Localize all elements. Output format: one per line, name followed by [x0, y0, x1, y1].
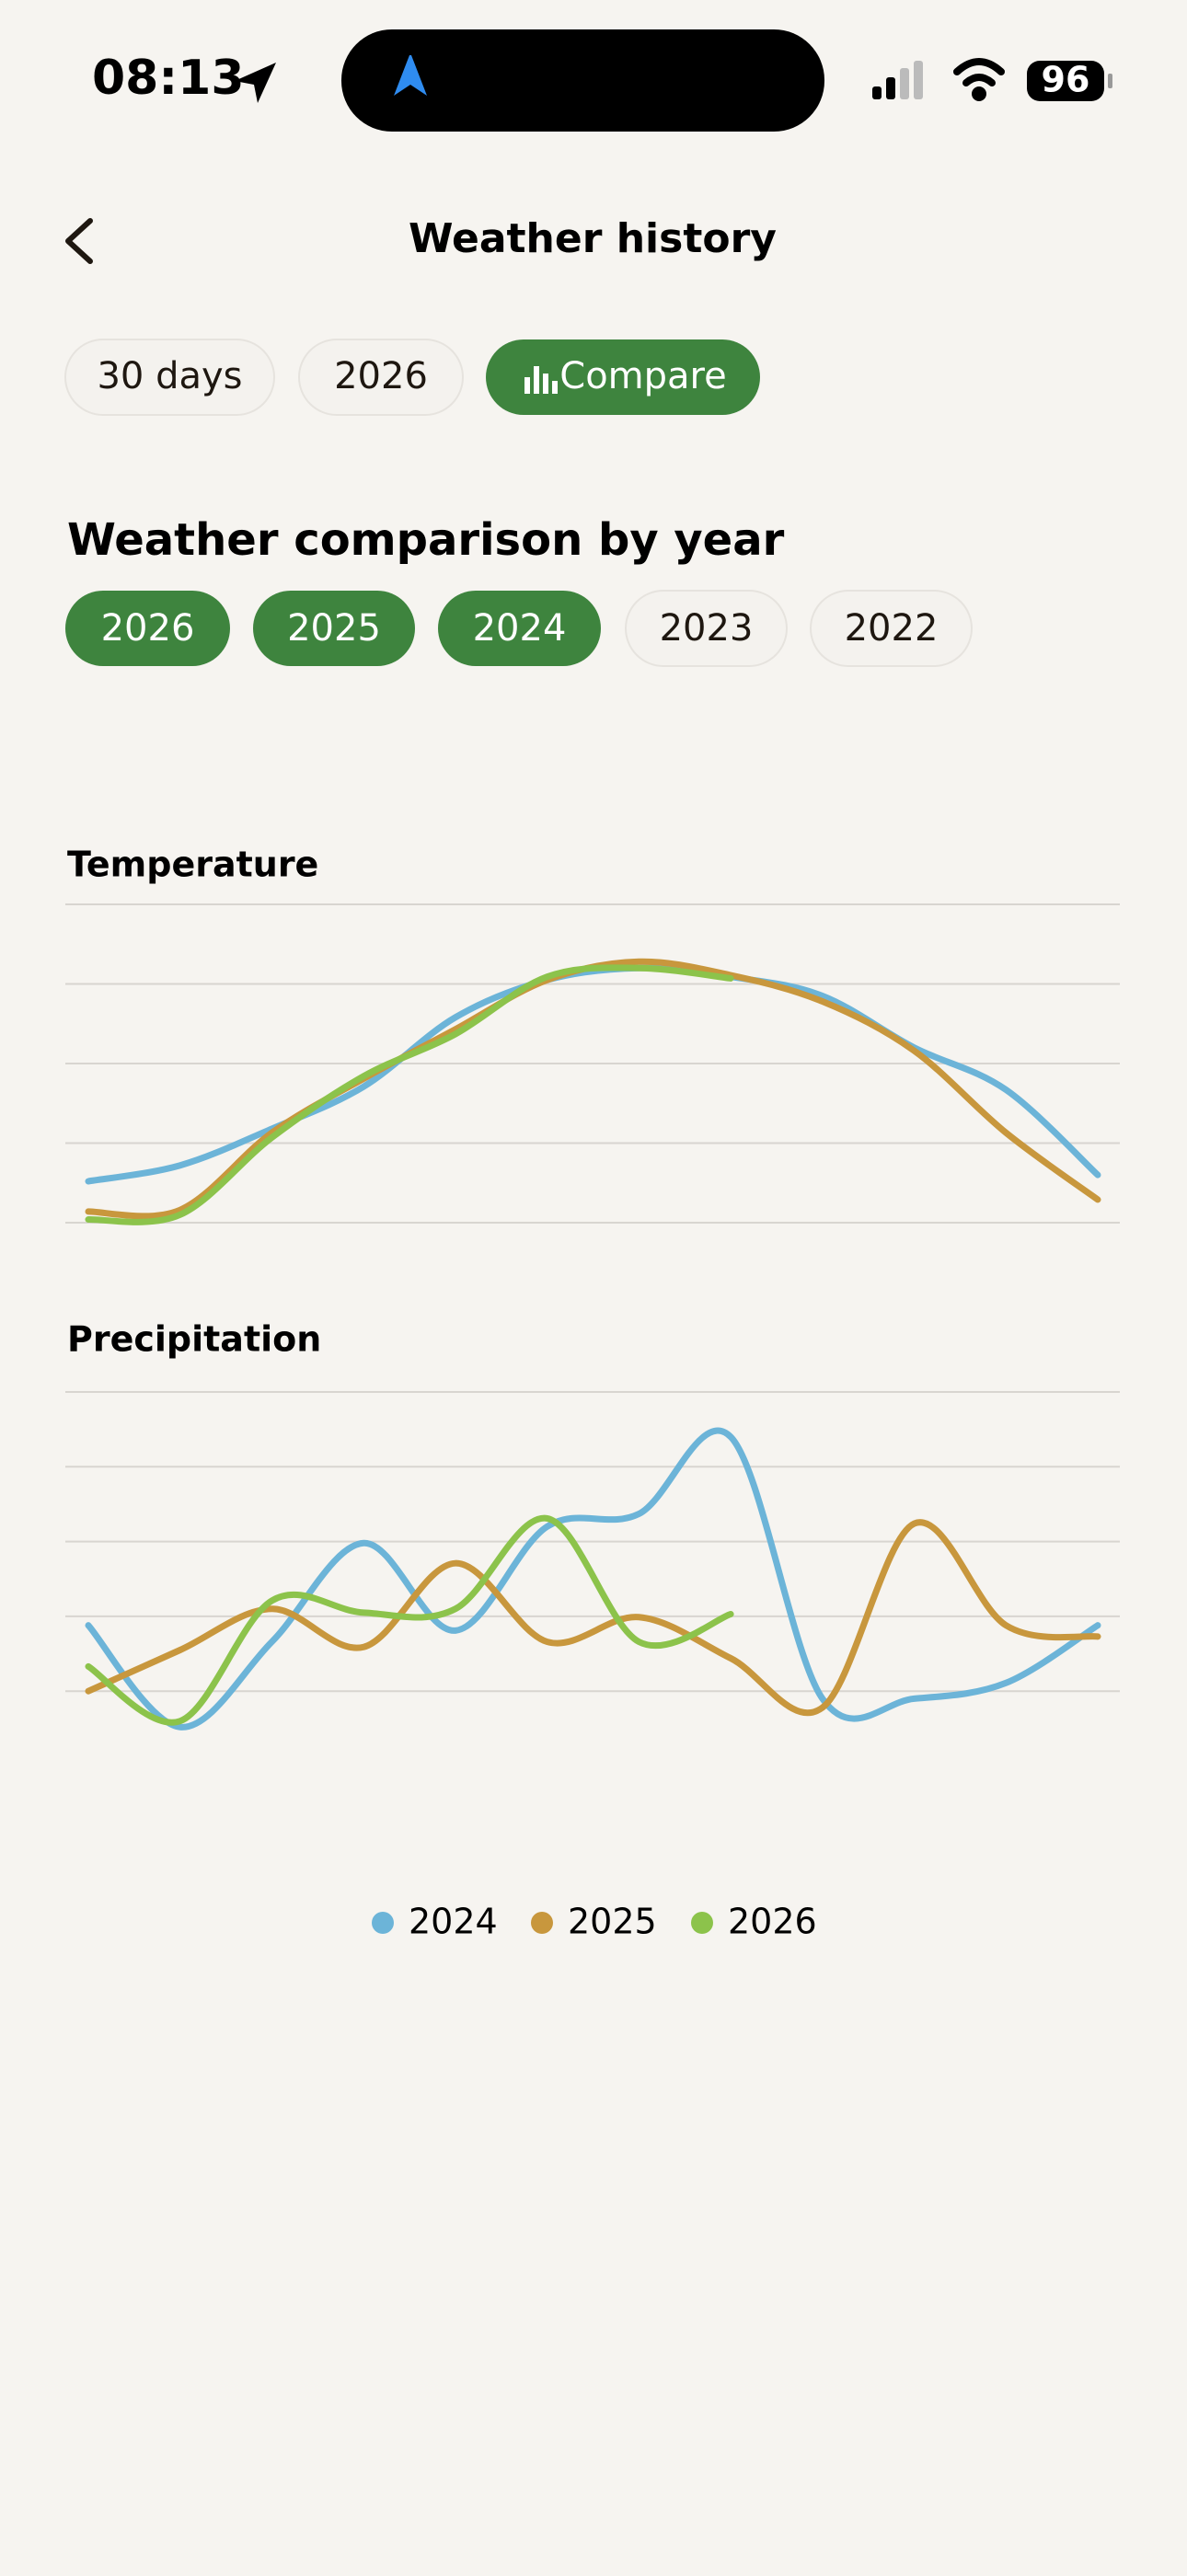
chip-label: 2026: [101, 607, 195, 650]
chip-bg: [810, 590, 973, 667]
tab-label: 30 days: [97, 355, 242, 397]
tab-icon: [552, 381, 558, 394]
chip-label: 2025: [287, 607, 381, 650]
section-title: Weather comparison by year: [67, 514, 785, 566]
year-chip[interactable]: 2022: [810, 590, 973, 667]
year-chip[interactable]: 2024: [438, 591, 601, 666]
series-line: [85, 1514, 734, 1726]
tab[interactable]: Compare: [486, 339, 760, 415]
battery-level: 96: [1042, 60, 1090, 100]
location-icon: [235, 63, 276, 103]
series-line: [85, 964, 734, 1225]
tab-icon: [534, 366, 539, 394]
year-chip[interactable]: 2023: [625, 590, 788, 667]
series-line: [85, 1519, 1101, 1717]
legend-label: 2026: [728, 1902, 817, 1942]
tab-label: 2026: [334, 355, 428, 397]
chart-title: Precipitation: [67, 1319, 321, 1360]
chip-bg: [253, 591, 415, 666]
chip-bg: [438, 591, 601, 666]
time: 08:13: [92, 51, 245, 106]
legend-dot: [372, 1912, 394, 1934]
chip-bg: [625, 590, 788, 667]
wifi-icon: [953, 58, 1005, 101]
tab-bg: [486, 339, 760, 415]
dynamic-island: [341, 29, 824, 132]
tab-icon: [543, 374, 548, 394]
legend-label: 2024: [409, 1902, 498, 1942]
year-chip[interactable]: 2026: [65, 591, 230, 666]
battery: [1027, 61, 1104, 101]
tab-icon: [524, 377, 530, 394]
tab-bg: [298, 339, 464, 416]
battery-cap: [1108, 74, 1112, 88]
chip-bg: [65, 591, 230, 666]
legend-label: 2025: [568, 1902, 657, 1942]
page-title: Weather history: [409, 215, 777, 262]
chip-label: 2024: [473, 607, 567, 650]
back-button[interactable]: [65, 218, 93, 264]
tab[interactable]: 2026: [298, 339, 464, 416]
signal-icon: [872, 61, 923, 99]
tab[interactable]: 30 days: [64, 339, 275, 416]
legend-dot: [531, 1912, 553, 1934]
series-line: [85, 1427, 1101, 1731]
nav-icon: [394, 55, 427, 96]
chip-label: 2022: [845, 607, 939, 650]
tab-bg: [64, 339, 275, 416]
year-chip[interactable]: 2025: [253, 591, 415, 666]
chip-label: 2023: [660, 607, 754, 650]
tab-label: Compare: [559, 355, 726, 397]
legend-dot: [691, 1912, 713, 1934]
chart-title: Temperature: [67, 845, 318, 885]
